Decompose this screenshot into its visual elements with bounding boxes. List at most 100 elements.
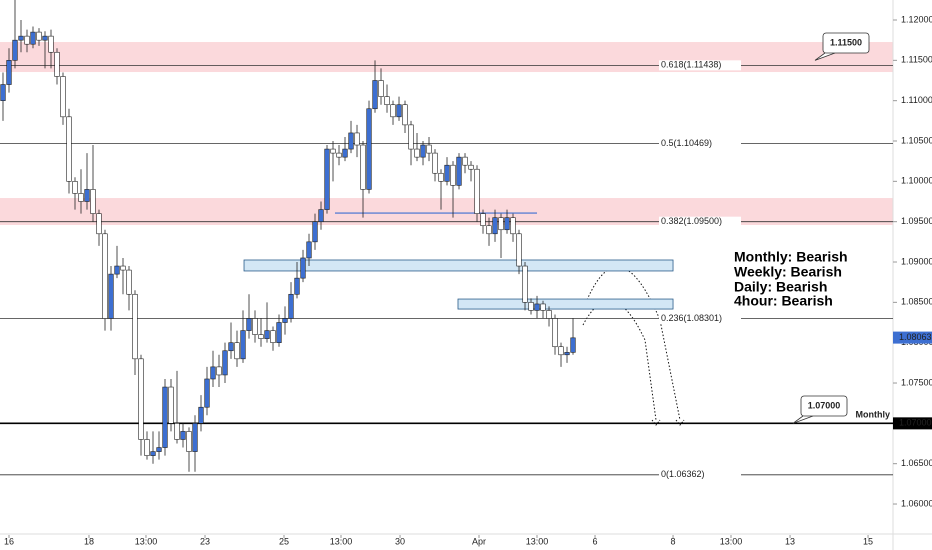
- x-tick-label: Apr: [472, 536, 486, 546]
- y-tick-label: 1.07500: [901, 377, 932, 387]
- candle-body: [84, 189, 90, 202]
- candle-body: [516, 233, 522, 267]
- callout-pointer: [792, 415, 814, 424]
- y-tick-label: 1.06500: [901, 458, 932, 468]
- candle-body: [360, 144, 366, 190]
- candle-body: [18, 35, 24, 41]
- projection-path: [582, 300, 657, 421]
- candle-body: [390, 104, 396, 118]
- fib-label-bg: [659, 60, 741, 71]
- candle-body: [426, 144, 432, 154]
- candle-body: [162, 386, 168, 448]
- fib-label: 0.382(1.09500): [661, 216, 722, 226]
- candle-body: [336, 152, 342, 158]
- monthly-label: Monthly: [856, 410, 891, 420]
- candle-body: [414, 148, 420, 158]
- candle-body: [198, 406, 204, 424]
- candle-body: [174, 423, 180, 440]
- candle-body: [486, 225, 492, 235]
- candle-body: [558, 346, 564, 356]
- candle-body: [144, 439, 150, 456]
- x-tick-label: 23: [200, 536, 210, 546]
- bias-note: Daily: Bearish: [734, 279, 827, 295]
- x-tick-label: 8: [671, 536, 676, 546]
- background-layer: [0, 42, 893, 225]
- candle-body: [102, 233, 108, 319]
- y-tick-label: 1.11500: [901, 55, 932, 65]
- callout-label: 1.07000: [808, 400, 841, 410]
- price-tag: [893, 417, 932, 430]
- candle-body: [0, 84, 6, 101]
- candle-body: [222, 350, 228, 376]
- fib-label-bg: [659, 138, 741, 149]
- candle-body: [228, 342, 234, 352]
- y-tick-label: 1.09500: [901, 216, 932, 226]
- candle-body: [504, 217, 510, 231]
- projection-path: [586, 266, 681, 421]
- candle-body: [468, 164, 474, 170]
- candle-body: [114, 265, 120, 275]
- fib-label: 0.5(1.10469): [661, 138, 712, 148]
- candle-body: [210, 366, 216, 380]
- candle-body: [552, 318, 558, 348]
- candle-body: [396, 104, 402, 118]
- last-price-label: 1.08063: [899, 332, 932, 342]
- candle-body: [186, 431, 192, 452]
- candle-body: [372, 80, 378, 110]
- y-tick-label: 1.09000: [901, 256, 932, 266]
- x-tick-label: 18: [84, 536, 94, 546]
- y-tick-label: 1.06000: [901, 498, 932, 508]
- supply-box: [243, 259, 674, 272]
- x-tick-label: 16: [4, 536, 14, 546]
- x-tick-label: 13:00: [135, 536, 158, 546]
- candle-body: [24, 35, 30, 45]
- candle-body: [510, 217, 516, 235]
- candle-body: [168, 386, 174, 424]
- candle-body: [318, 209, 324, 222]
- candle-body: [192, 423, 198, 452]
- candle-body: [546, 310, 552, 319]
- fib-label-bg: [659, 469, 741, 480]
- candle-body: [108, 273, 114, 319]
- candle-body: [90, 189, 96, 214]
- candle-body: [480, 213, 486, 227]
- projection-arrow: [651, 419, 685, 426]
- candle-body: [564, 352, 570, 356]
- candle-body: [570, 337, 576, 353]
- candle-body: [540, 303, 546, 311]
- x-tick-label: 13: [785, 536, 795, 546]
- candle-body: [528, 302, 534, 311]
- candle-body: [492, 217, 498, 235]
- y-tick-label: 1.10500: [901, 135, 932, 145]
- candle-body: [444, 164, 450, 182]
- callout-pointer: [814, 52, 836, 61]
- candle-body: [30, 31, 36, 45]
- candle-body: [264, 330, 270, 339]
- x-tick-label: 13:00: [526, 536, 549, 546]
- candle-body: [474, 168, 480, 214]
- candle-body: [522, 265, 528, 303]
- x-tick-label: 15: [863, 536, 873, 546]
- bias-note: Weekly: Bearish: [734, 264, 842, 280]
- fib-label: 0.236(1.08301): [661, 313, 722, 323]
- candle-body: [366, 108, 372, 190]
- candle-body: [60, 76, 66, 118]
- candle-body: [6, 60, 12, 85]
- y-tick-label: 1.10000: [901, 176, 932, 186]
- x-tick-label: 13:00: [720, 536, 743, 546]
- supply-box: [457, 298, 674, 310]
- candle-body: [534, 303, 540, 311]
- candle-body: [246, 318, 252, 331]
- candle-body: [234, 342, 240, 360]
- candle-body: [48, 35, 54, 53]
- fib-label-bg: [659, 313, 741, 324]
- candle-body: [270, 330, 276, 343]
- candle-body: [294, 277, 300, 295]
- candle-body: [36, 31, 42, 41]
- candle-body: [258, 334, 264, 339]
- candle-body: [288, 293, 294, 319]
- callout-box: [800, 395, 848, 417]
- last-price-tag: [893, 331, 932, 344]
- candle-body: [138, 358, 144, 440]
